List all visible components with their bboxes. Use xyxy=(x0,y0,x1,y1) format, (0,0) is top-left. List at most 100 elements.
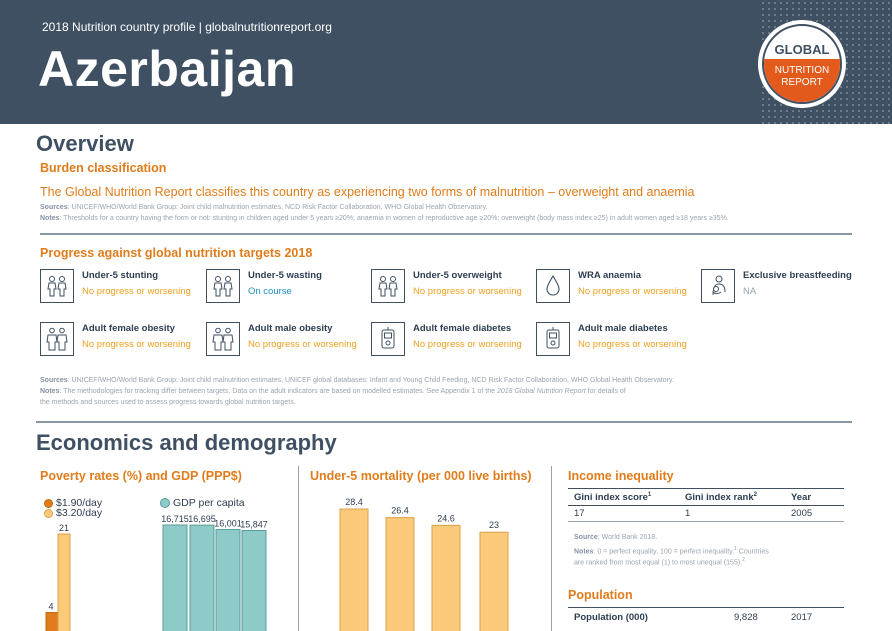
economics-title: Economics and demography xyxy=(36,430,337,455)
target-status: No progress or worsening xyxy=(413,286,522,297)
glucose-meter-icon xyxy=(371,322,405,356)
gini-score-sup: 1 xyxy=(647,492,652,498)
gini-rank-header: Gini index rank2 xyxy=(685,492,757,503)
gini-rank-value: 1 xyxy=(685,508,691,519)
burden-notes: Notes: Thresholds for a country having t… xyxy=(40,214,729,225)
income-heading: Income inequality xyxy=(568,469,674,483)
target-name: Adult male diabetes xyxy=(578,323,668,334)
population-year: 2017 xyxy=(791,612,813,623)
target-adult-male-diabetes: Adult male diabetes No progress or worsen… xyxy=(536,322,696,362)
bar-label-mortality-3: 23 xyxy=(489,520,499,530)
header-banner: 2018 Nutrition country profile | globaln… xyxy=(0,0,892,124)
logo-ring: GLOBAL NUTRITION REPORT xyxy=(762,24,842,104)
logo-word-nutrition: NUTRITION xyxy=(774,65,830,76)
children-icon xyxy=(371,269,405,303)
income-table-mid-rule xyxy=(568,505,844,506)
legend-label-190: $1.90/day xyxy=(56,497,103,509)
logo-band: NUTRITION REPORT xyxy=(764,59,840,102)
notes2-italic: 2018 Global Nutrition Report xyxy=(496,388,586,395)
column-divider-2 xyxy=(551,466,552,631)
children-icon xyxy=(40,269,74,303)
overview-title: Overview xyxy=(36,131,134,156)
target-name: Under-5 wasting xyxy=(248,270,322,281)
adults-icon xyxy=(40,322,74,356)
target-adult-female-diabetes: Adult female diabetes No progress or wors… xyxy=(371,322,531,362)
logo-word-global: GLOBAL xyxy=(774,42,830,57)
legend-320: $3.20/day xyxy=(44,507,102,519)
legend-gdp: GDP per capita xyxy=(160,497,245,509)
column-divider-1 xyxy=(298,466,299,631)
notes2-label: Notes xyxy=(40,388,60,395)
target-adult-female-obesity: Adult female obesity No progress or worse… xyxy=(40,322,200,362)
income-notes: Notes: 0 = perfect equality, 100 = perfe… xyxy=(574,544,769,558)
income-notes-text-a: : 0 = perfect equality, 100 = perfect in… xyxy=(593,548,735,556)
bar-gdp-1 xyxy=(189,524,215,631)
bar-label-gdp-0: 16,715 xyxy=(161,514,189,524)
bar-poverty-190 xyxy=(45,612,59,631)
income-notes-text-b: Countries xyxy=(736,548,769,556)
target-status: No progress or worsening xyxy=(578,339,687,350)
gini-rank-header-text: Gini index rank xyxy=(685,492,754,504)
target-exclusive-breastfeeding: Exclusive breastfeeding NA xyxy=(701,269,861,309)
sources-text: : UNICEF/WHO/World Bank Group: Joint chi… xyxy=(67,204,488,211)
section-divider-2 xyxy=(36,421,852,423)
gini-score-header: Gini index score1 xyxy=(574,492,651,503)
income-notes-label: Notes xyxy=(574,548,594,556)
mortality-heading: Under-5 mortality (per 000 live births) xyxy=(310,469,532,483)
bar-label-poverty-320: 21 xyxy=(59,523,69,533)
bar-poverty-320 xyxy=(57,533,71,631)
logo-word-report: REPORT xyxy=(781,77,823,88)
target-name: Exclusive breastfeeding xyxy=(743,270,852,281)
bar-mortality-2 xyxy=(431,524,461,631)
target-under-5-wasting: Under-5 wasting On course xyxy=(206,269,366,309)
population-label: Population (000) xyxy=(574,612,648,623)
bar-label-gdp-1: 16,695 xyxy=(188,514,216,524)
children-icon xyxy=(206,269,240,303)
target-name: Adult female obesity xyxy=(82,323,175,334)
target-status: NA xyxy=(743,286,757,297)
target-wra-anaemia: WRA anaemia No progress or worsening xyxy=(536,269,696,309)
bar-label-gdp-2: 16,001 xyxy=(214,519,242,529)
target-name: Under-5 overweight xyxy=(413,270,502,281)
gini-year-value: 2005 xyxy=(791,508,813,519)
bar-gdp-0 xyxy=(162,524,188,631)
legend-label-320: $3.20/day xyxy=(56,507,103,519)
income-source: Source: World Bank 2018. xyxy=(574,533,657,544)
global-nutrition-report-logo[interactable]: GLOBAL NUTRITION REPORT xyxy=(758,20,846,108)
progress-notes: Notes: The methodologies for tracking di… xyxy=(40,387,626,398)
country-title: Azerbaijan xyxy=(38,41,296,97)
population-value: 9,828 xyxy=(734,612,758,623)
adults-icon xyxy=(206,322,240,356)
notes2-text-a: : The methodologies for tracking differ … xyxy=(59,388,497,395)
target-name: Under-5 stunting xyxy=(82,270,158,281)
target-name: WRA anaemia xyxy=(578,270,641,281)
mortality-chart: 28.4 26.4 24.6 23 xyxy=(339,497,509,631)
income-table-top-rule xyxy=(568,488,844,489)
income-notes-sup-a: 1 xyxy=(734,546,737,552)
section-divider xyxy=(40,233,852,235)
income-notes-sup-b: 2 xyxy=(742,557,745,563)
progress-notes-2: the methods and sources used to assess p… xyxy=(40,399,296,406)
bar-mortality-3 xyxy=(479,531,509,631)
gini-score-value: 17 xyxy=(574,508,585,519)
sources2-label: Sources xyxy=(40,377,68,384)
progress-heading: Progress against global nutrition target… xyxy=(40,246,313,260)
target-status: No progress or worsening xyxy=(82,339,191,350)
income-source-text: : World Bank 2018. xyxy=(597,534,658,541)
burden-heading: Burden classification xyxy=(40,161,167,175)
burden-text: The Global Nutrition Report classifies t… xyxy=(40,185,695,199)
target-under-5-overweight: Under-5 overweight No progress or worseni… xyxy=(371,269,531,309)
legend-dot-gdp xyxy=(160,498,170,508)
legend-label-gdp: GDP per capita xyxy=(173,497,245,509)
population-table-rule xyxy=(568,607,844,608)
sources-label: Sources xyxy=(40,204,68,211)
header-subtitle: 2018 Nutrition country profile | globaln… xyxy=(42,20,332,34)
gini-score-header-text: Gini index score xyxy=(574,492,648,504)
breastfeeding-icon xyxy=(701,269,735,303)
bar-mortality-1 xyxy=(385,517,415,631)
bar-label-mortality-0: 28.4 xyxy=(345,497,363,507)
legend-190: $1.90/day xyxy=(44,497,102,509)
target-under-5-stunting: Under-5 stunting No progress or worsening xyxy=(40,269,200,309)
income-notes-text-c: are ranked from most equal (1) to most u… xyxy=(574,559,743,567)
